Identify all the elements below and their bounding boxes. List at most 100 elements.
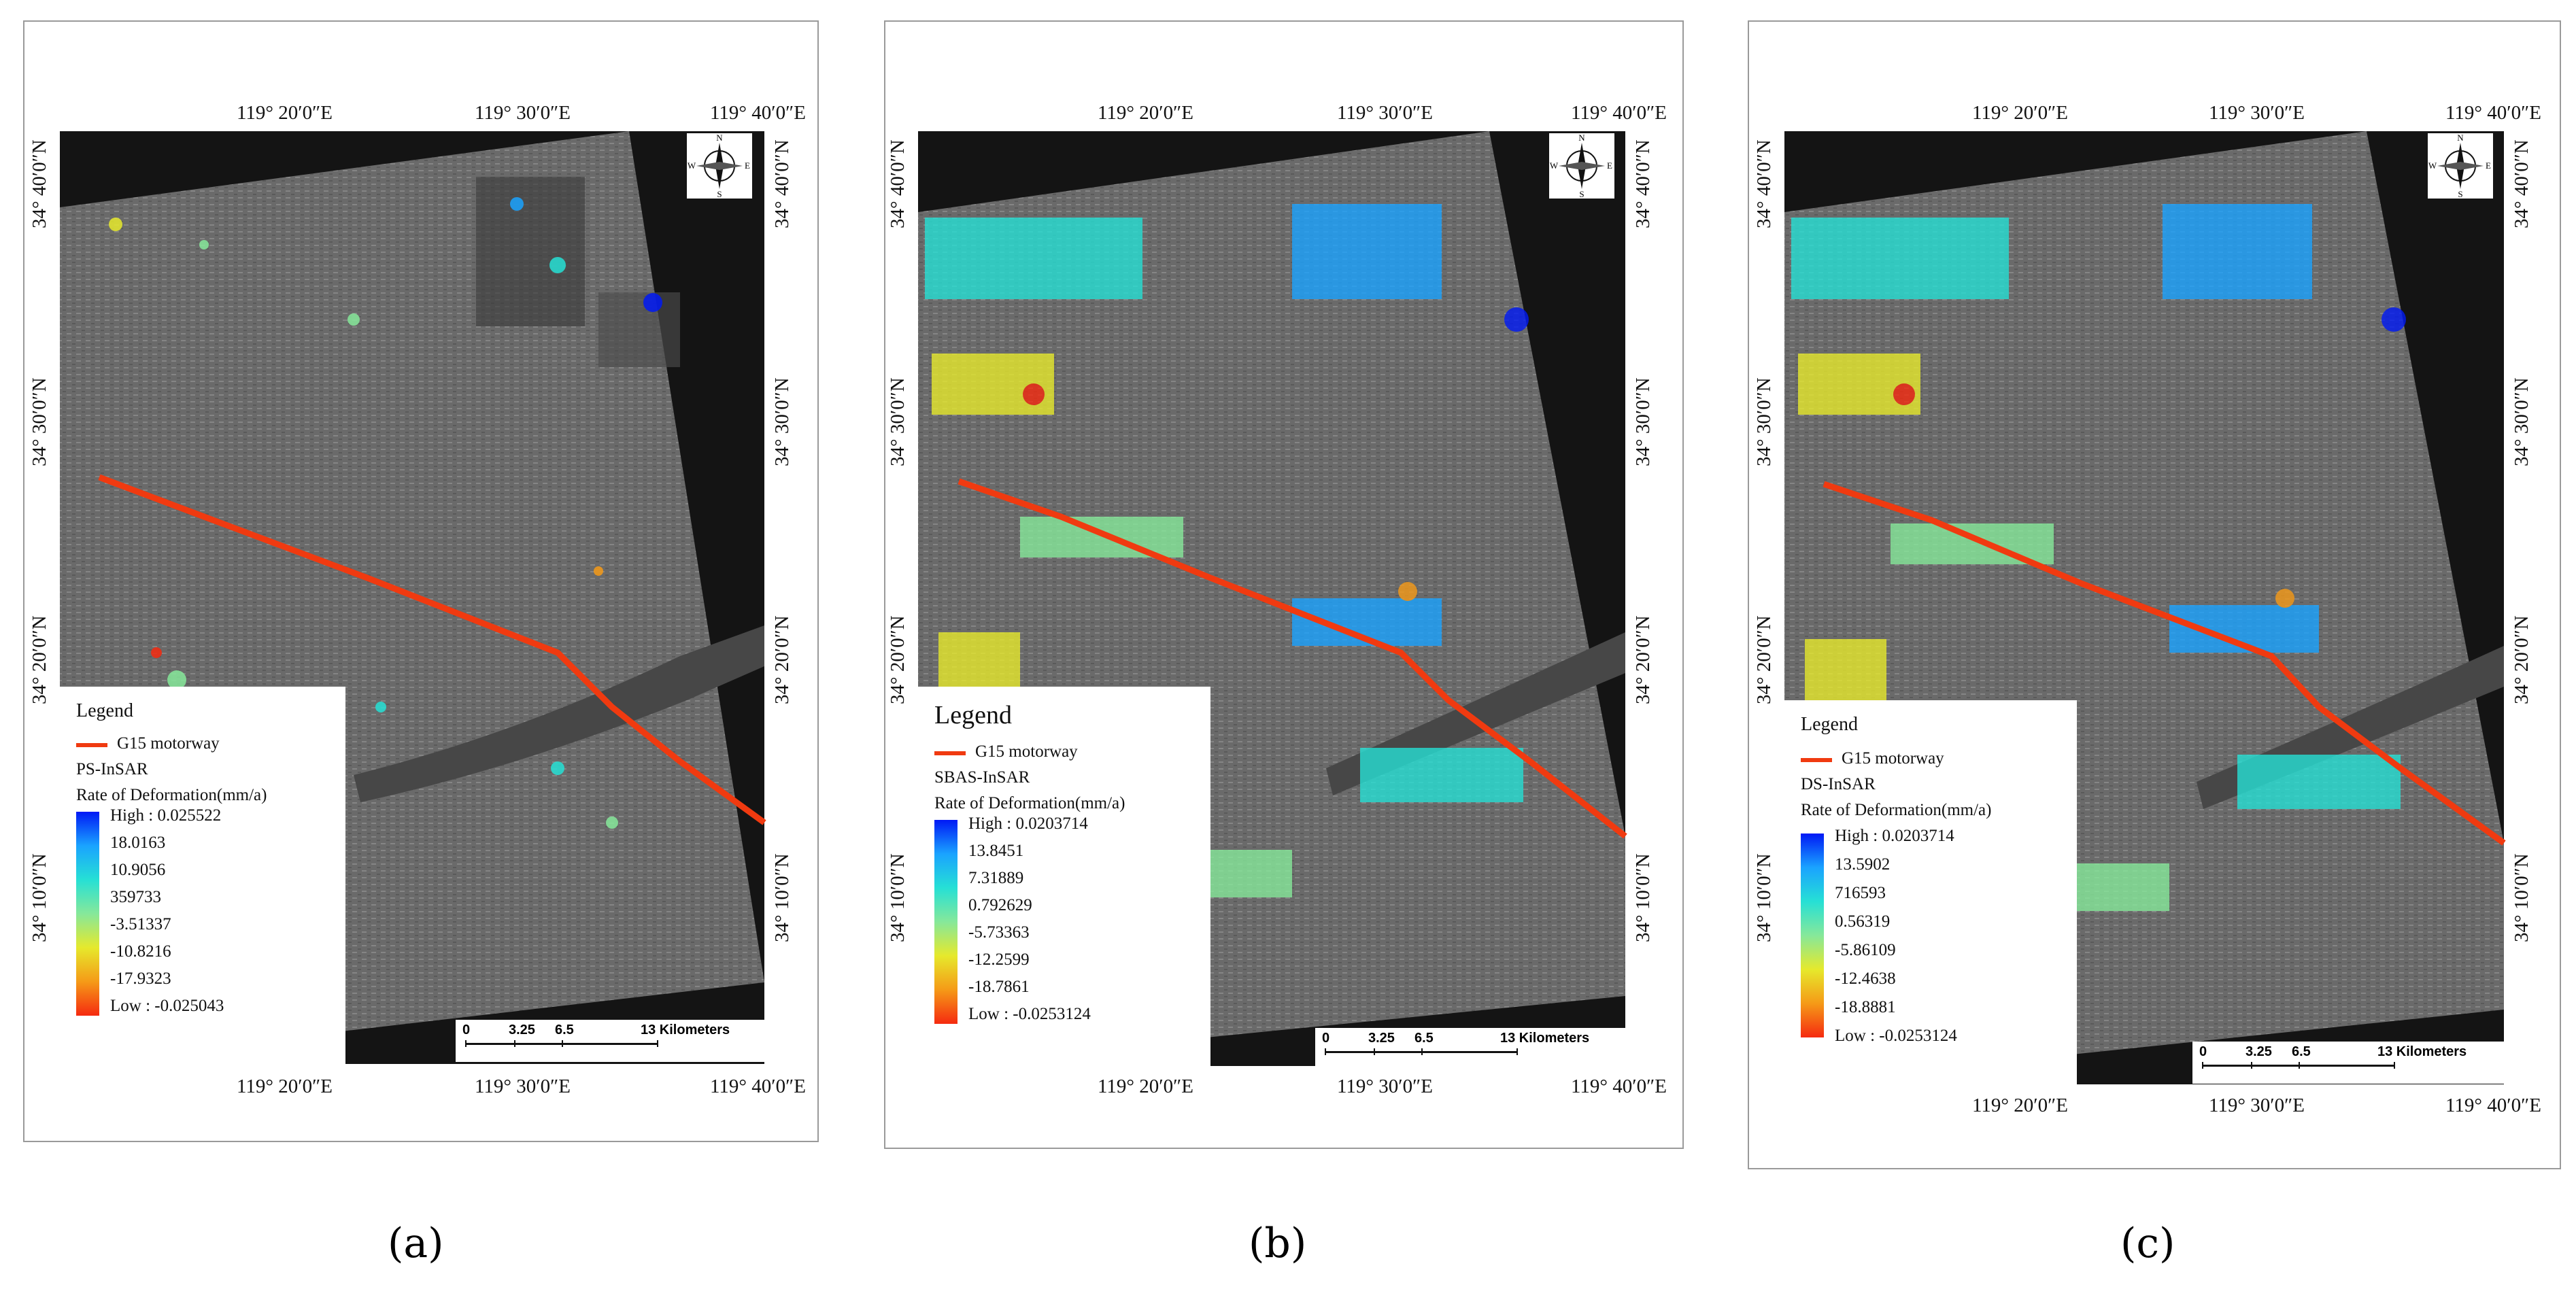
panel-a-lat-right-1: 34° 40′0″N bbox=[771, 139, 793, 228]
panel-b-lon-bottom-1: 119° 20′0″E bbox=[1098, 1076, 1193, 1097]
legend-road-label: G15 motorway bbox=[117, 734, 220, 753]
panel-b-lon-bottom-2: 119° 30′0″E bbox=[1337, 1076, 1433, 1097]
legend-value: -18.7861 bbox=[968, 978, 1030, 996]
legend-value: -12.2599 bbox=[968, 950, 1030, 969]
panel-a-lat-right-2: 34° 30′0″N bbox=[771, 377, 793, 466]
legend-title: Legend bbox=[1801, 714, 1858, 735]
legend-value: Low : -0.0253124 bbox=[1835, 1027, 1957, 1045]
legend-field: Rate of Deformation(mm/a) bbox=[934, 794, 1125, 812]
south-label: S bbox=[1579, 189, 1584, 199]
panel-b-lat-left-4: 34° 10′0″N bbox=[887, 853, 909, 942]
panel-a-lat-left-2: 34° 30′0″N bbox=[29, 377, 50, 466]
panel-b-legend: Legend G15 motorway SBAS-InSAR Rate of D… bbox=[918, 687, 1210, 1066]
east-label: E bbox=[1607, 160, 1612, 171]
scale-tick bbox=[1421, 1048, 1423, 1055]
panel-c-lon-top-2: 119° 30′0″E bbox=[2209, 102, 2305, 124]
panel-b-lon-top-1: 119° 20′0″E bbox=[1098, 102, 1193, 124]
legend-value: Low : -0.025043 bbox=[110, 997, 224, 1015]
scale-label: 3.25 bbox=[509, 1022, 535, 1037]
scale-tick bbox=[514, 1040, 515, 1047]
east-label: E bbox=[745, 160, 750, 171]
compass-rose-icon: N S E W bbox=[1549, 133, 1614, 199]
panel-a-lat-left-1: 34° 40′0″N bbox=[29, 139, 50, 228]
legend-value: 716593 bbox=[1835, 884, 1886, 902]
legend-value: High : 0.025522 bbox=[110, 806, 222, 825]
panel-c-lat-left-4: 34° 10′0″N bbox=[1753, 853, 1775, 942]
legend-value: Low : -0.0253124 bbox=[968, 1005, 1091, 1023]
legend-value: 359733 bbox=[110, 888, 161, 906]
panel-b-lat-left-3: 34° 20′0″N bbox=[887, 615, 909, 704]
panel-c-lon-bottom-1: 119° 20′0″E bbox=[1972, 1095, 2068, 1116]
panel-a-caption: (a) bbox=[388, 1220, 444, 1267]
legend-value: -17.9323 bbox=[110, 969, 171, 988]
legend-method: SBAS-InSAR bbox=[934, 768, 1030, 787]
legend-value: -10.8216 bbox=[110, 942, 171, 961]
scale-label: 13 Kilometers bbox=[641, 1022, 730, 1037]
north-label: N bbox=[716, 133, 723, 143]
panel-b-lon-top-2: 119° 30′0″E bbox=[1337, 102, 1433, 124]
south-label: S bbox=[717, 189, 722, 199]
panel-a-lat-left-3: 34° 20′0″N bbox=[29, 615, 50, 704]
compass-rose-icon: N S E W bbox=[2428, 133, 2493, 199]
legend-field: Rate of Deformation(mm/a) bbox=[1801, 801, 1992, 819]
panel-b-scalebar: 0 3.25 6.5 13 Kilometers bbox=[1315, 1028, 1628, 1070]
panel-c-lat-right-1: 34° 40′0″N bbox=[2511, 139, 2532, 228]
panel-a-lat-right-4: 34° 10′0″N bbox=[771, 853, 793, 942]
panel-b-lat-left-2: 34° 30′0″N bbox=[887, 377, 909, 466]
legend-value: 0.792629 bbox=[968, 896, 1032, 914]
scale-label: 0 bbox=[462, 1022, 471, 1037]
legend-value: 18.0163 bbox=[110, 833, 166, 852]
panel-b-caption: (b) bbox=[1249, 1220, 1307, 1267]
legend-value: -5.86109 bbox=[1835, 941, 1896, 959]
panel-c-lat-left-2: 34° 30′0″N bbox=[1753, 377, 1775, 466]
south-label: S bbox=[2458, 189, 2462, 199]
panel-b-lat-right-1: 34° 40′0″N bbox=[1632, 139, 1654, 228]
scale-label: 0 bbox=[1322, 1031, 1330, 1046]
legend-value: 0.56319 bbox=[1835, 912, 1891, 931]
legend-color-ramp bbox=[934, 820, 957, 1024]
scale-label: 3.25 bbox=[2245, 1044, 2272, 1059]
legend-value: 7.31889 bbox=[968, 869, 1024, 887]
scale-label: 0 bbox=[2199, 1044, 2207, 1059]
north-label: N bbox=[2457, 133, 2464, 143]
legend-field: Rate of Deformation(mm/a) bbox=[76, 786, 267, 804]
scale-tick bbox=[1325, 1048, 1326, 1055]
scale-label: 3.25 bbox=[1368, 1031, 1395, 1046]
legend-value: 13.5902 bbox=[1835, 855, 1891, 874]
legend-color-ramp bbox=[1801, 833, 1824, 1037]
scale-tick bbox=[2202, 1062, 2203, 1069]
panel-a-legend: Legend G15 motorway PS-InSAR Rate of Def… bbox=[60, 687, 345, 1064]
panel-b-lat-left-1: 34° 40′0″N bbox=[887, 139, 909, 228]
scale-label: 6.5 bbox=[555, 1022, 574, 1037]
panel-c-caption: (c) bbox=[2120, 1220, 2175, 1267]
scale-label: 13 Kilometers bbox=[1500, 1031, 1590, 1046]
panel-a-lon-top-1: 119° 20′0″E bbox=[237, 102, 333, 124]
panel-c-scalebar: 0 3.25 6.5 13 Kilometers bbox=[2192, 1042, 2505, 1084]
legend-road-label: G15 motorway bbox=[1842, 749, 1944, 768]
west-label: W bbox=[1550, 160, 1559, 171]
legend-value: -18.8881 bbox=[1835, 998, 1896, 1016]
legend-title: Legend bbox=[934, 701, 1012, 729]
legend-road-label: G15 motorway bbox=[975, 742, 1078, 761]
panel-c-lat-right-4: 34° 10′0″N bbox=[2511, 853, 2532, 942]
panel-a-lat-left-4: 34° 10′0″N bbox=[29, 853, 50, 942]
scale-tick bbox=[657, 1040, 658, 1047]
scale-tick bbox=[2251, 1062, 2252, 1069]
panel-b-lon-top-3: 119° 40′0″E bbox=[1571, 102, 1667, 124]
panel-a-lon-bottom-2: 119° 30′0″E bbox=[475, 1076, 571, 1097]
legend-road-swatch bbox=[1801, 758, 1832, 762]
legend-road-swatch bbox=[934, 751, 966, 755]
panel-c-lon-bottom-2: 119° 30′0″E bbox=[2209, 1095, 2305, 1116]
scale-tick bbox=[1516, 1048, 1518, 1055]
scale-label: 6.5 bbox=[2292, 1044, 2311, 1059]
panel-b-lat-right-2: 34° 30′0″N bbox=[1632, 377, 1654, 466]
north-label: N bbox=[1578, 133, 1585, 143]
legend-road-swatch bbox=[76, 743, 107, 747]
legend-title: Legend bbox=[76, 700, 133, 721]
panel-a-lat-right-3: 34° 20′0″N bbox=[771, 615, 793, 704]
panel-a-lon-top-2: 119° 30′0″E bbox=[475, 102, 571, 124]
west-label: W bbox=[2428, 160, 2437, 171]
legend-color-ramp bbox=[76, 812, 99, 1016]
legend-method: DS-InSAR bbox=[1801, 775, 1876, 793]
scale-label: 6.5 bbox=[1414, 1031, 1434, 1046]
